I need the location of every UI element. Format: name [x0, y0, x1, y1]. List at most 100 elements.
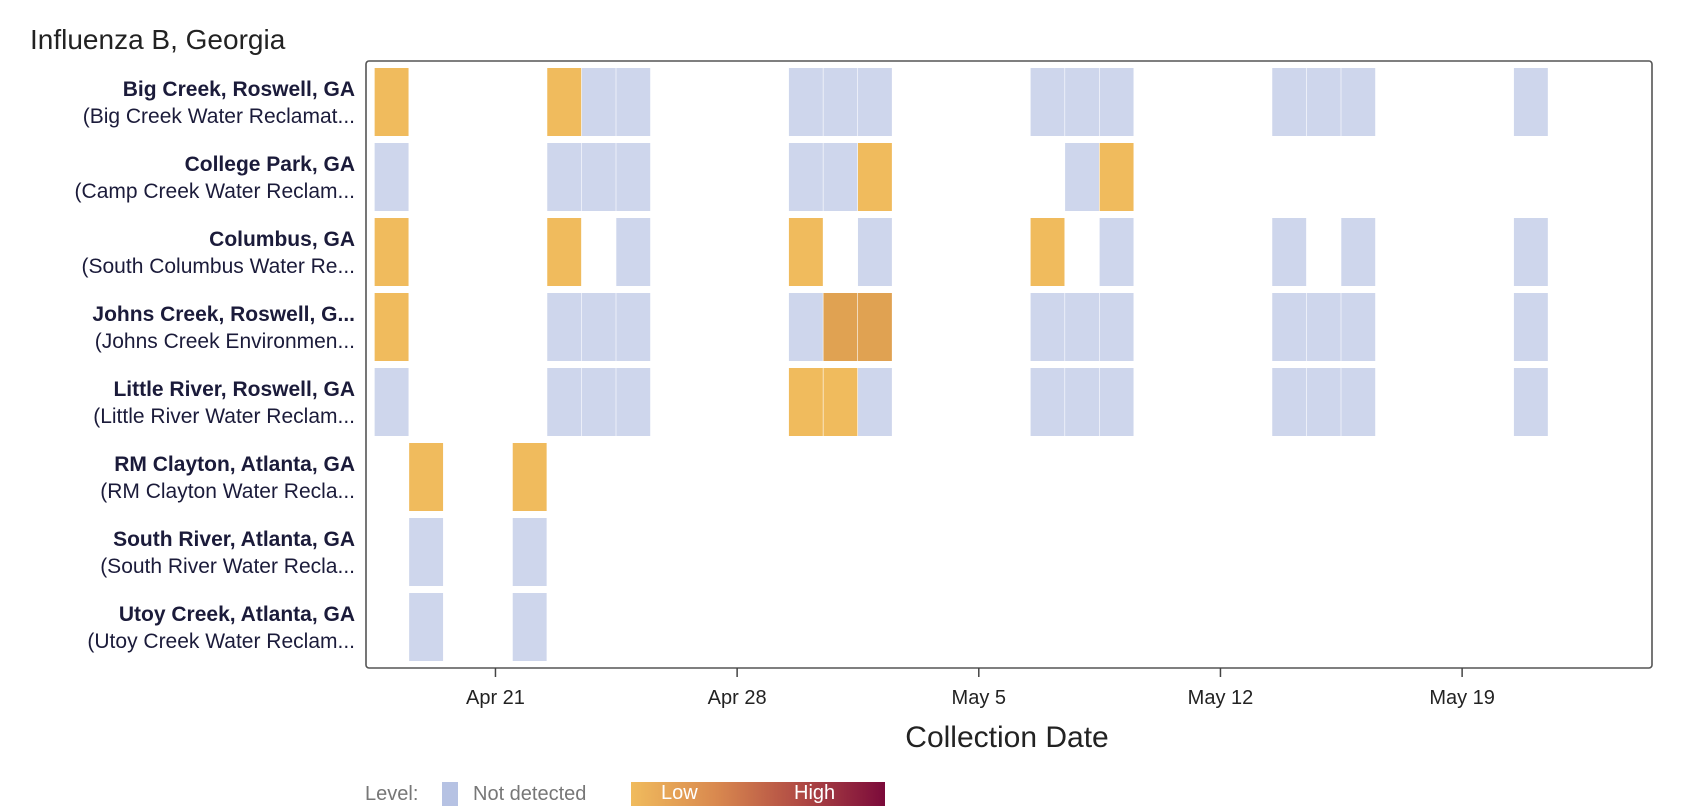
row-label-facility: (RM Clayton Water Recla...	[100, 480, 355, 503]
heatmap-cell	[788, 143, 823, 211]
heatmap-cell	[547, 368, 582, 436]
heatmap-cell	[823, 68, 858, 136]
heatmap-cell	[374, 293, 409, 361]
heatmap-cell	[616, 368, 651, 436]
heatmap-cell	[1099, 368, 1134, 436]
heatmap-cell	[1513, 293, 1548, 361]
row-label-name: RM Clayton, Atlanta, GA	[114, 453, 355, 476]
x-tick-label: May 19	[1429, 687, 1495, 709]
heatmap-cell	[788, 218, 823, 286]
heatmap-cell	[857, 68, 892, 136]
x-tick-label: Apr 21	[466, 687, 525, 709]
row-label-facility: (Johns Creek Environmen...	[95, 330, 355, 353]
heatmap-cell	[374, 218, 409, 286]
legend-high-label: High	[794, 782, 835, 804]
legend-not-detected-label: Not detected	[473, 783, 586, 805]
legend-not-detected-swatch	[442, 782, 458, 806]
heatmap-cell	[581, 293, 616, 361]
heatmap-cell	[409, 593, 444, 661]
heatmap-cell	[1272, 368, 1307, 436]
chart-title: Influenza B, Georgia	[30, 24, 286, 55]
heatmap-cell	[547, 68, 582, 136]
heatmap-cell	[1099, 293, 1134, 361]
legend-gradient-bar	[631, 782, 885, 806]
row-label-name: Columbus, GA	[209, 228, 355, 251]
row-label-facility: (Big Creek Water Reclamat...	[83, 105, 355, 128]
heatmap-cell	[1513, 368, 1548, 436]
heatmap-cell	[1272, 293, 1307, 361]
heatmap-cell	[857, 368, 892, 436]
heatmap-cell	[1099, 143, 1134, 211]
heatmap-cell	[1065, 68, 1100, 136]
heatmap-cell	[1030, 293, 1065, 361]
heatmap-cell	[547, 143, 582, 211]
heatmap-cell	[616, 218, 651, 286]
row-labels: Big Creek, Roswell, GA (Big Creek Water R…	[75, 78, 355, 653]
heatmap-cell	[581, 68, 616, 136]
heatmap-cell	[581, 143, 616, 211]
heatmap-cell	[547, 218, 582, 286]
heatmap-cell	[374, 368, 409, 436]
legend-label: Level:	[365, 783, 418, 805]
heatmap-cell	[1341, 218, 1376, 286]
heatmap-cell	[409, 518, 444, 586]
x-tick-label: May 5	[952, 687, 1006, 709]
heatmap-cell	[1030, 68, 1065, 136]
heatmap-cell	[857, 293, 892, 361]
x-axis: Apr 21 Apr 28 May 5 May 12 May 19	[466, 668, 1495, 709]
heatmap-cell	[1341, 68, 1376, 136]
heatmap-cell	[1099, 68, 1134, 136]
heatmap-cell	[374, 68, 409, 136]
heatmap-cell	[616, 68, 651, 136]
row-label-facility: (South River Water Recla...	[100, 555, 355, 578]
heatmap-cell	[823, 368, 858, 436]
heatmap-cell	[788, 293, 823, 361]
heatmap-cell	[1306, 68, 1341, 136]
heatmap-cell	[616, 143, 651, 211]
heatmap-cell	[857, 143, 892, 211]
heatmap-cells	[374, 68, 1548, 661]
heatmap-cell	[1065, 368, 1100, 436]
heatmap-cell	[788, 368, 823, 436]
heatmap-cell	[1030, 218, 1065, 286]
heatmap-cell	[374, 143, 409, 211]
heatmap-cell	[857, 218, 892, 286]
heatmap-cell	[788, 68, 823, 136]
heatmap-cell	[1341, 293, 1376, 361]
heatmap-cell	[1513, 68, 1548, 136]
row-label-name: Utoy Creek, Atlanta, GA	[119, 603, 355, 626]
heatmap-cell	[1065, 293, 1100, 361]
row-label-name: College Park, GA	[185, 153, 355, 176]
heatmap-cell	[547, 293, 582, 361]
heatmap-cell	[823, 143, 858, 211]
row-label-facility: (Utoy Creek Water Reclam...	[87, 630, 355, 653]
row-label-facility: (South Columbus Water Re...	[82, 255, 356, 278]
row-label-name: Johns Creek, Roswell, G...	[92, 303, 355, 326]
heatmap-cell	[1030, 368, 1065, 436]
row-label-name: Little River, Roswell, GA	[113, 378, 355, 401]
heatmap-cell	[1099, 218, 1134, 286]
x-tick-label: Apr 28	[708, 687, 767, 709]
heatmap-cell	[512, 593, 547, 661]
heatmap-cell	[1306, 368, 1341, 436]
heatmap-cell	[512, 518, 547, 586]
x-tick-label: May 12	[1188, 687, 1254, 709]
heatmap-cell	[581, 368, 616, 436]
legend-low-label: Low	[661, 782, 698, 804]
heatmap-cell	[1065, 143, 1100, 211]
heatmap-cell	[1272, 68, 1307, 136]
heatmap-cell	[1272, 218, 1307, 286]
heatmap-cell	[512, 443, 547, 511]
row-label-facility: (Camp Creek Water Reclam...	[75, 180, 355, 203]
heatmap-cell	[823, 293, 858, 361]
x-axis-title: Collection Date	[905, 721, 1108, 754]
heatmap-cell	[616, 293, 651, 361]
row-label-name: South River, Atlanta, GA	[113, 528, 355, 551]
heatmap-cell	[409, 443, 444, 511]
heatmap-cell	[1341, 368, 1376, 436]
row-label-facility: (Little River Water Reclam...	[93, 405, 355, 428]
heatmap-cell	[1306, 293, 1341, 361]
row-label-name: Big Creek, Roswell, GA	[123, 78, 355, 101]
plot-frame	[365, 60, 1653, 669]
